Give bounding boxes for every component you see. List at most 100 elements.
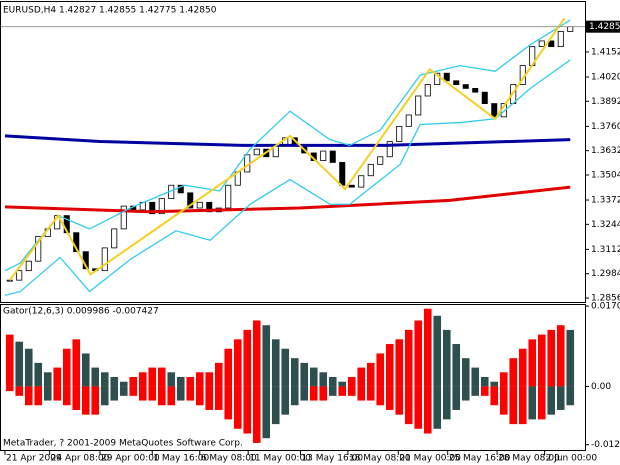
gator-bar [129, 377, 138, 387]
y-tick-label: 1.36320 [591, 146, 620, 156]
gator-bar [518, 386, 527, 425]
gator-bar [129, 386, 138, 396]
gator-bar [385, 386, 394, 410]
gator-bar [62, 386, 71, 406]
gator-bar [195, 372, 204, 387]
candle [415, 95, 422, 116]
price-panel [0, 1, 586, 303]
gator-bar [509, 386, 518, 425]
candle [453, 80, 460, 85]
candle [35, 236, 42, 262]
gator-bar [167, 372, 176, 387]
candle [348, 184, 355, 188]
gator-bar [15, 386, 24, 396]
gator-bar [5, 334, 14, 387]
gator-bar [471, 367, 480, 387]
gator-bar [423, 386, 432, 434]
y-tick-label: 1.37600 [591, 122, 620, 132]
x-tick-label: 21 May 00:00 [399, 454, 461, 464]
gator-bar [423, 308, 432, 387]
gator-bar [499, 386, 508, 415]
gator-bar [43, 386, 52, 401]
y2-tick-label: 0.017047 [591, 302, 620, 312]
gator-bar [499, 372, 508, 387]
candle [16, 270, 23, 281]
gator-bar [233, 339, 242, 387]
gator-bar [100, 372, 109, 387]
indicator-line [4, 19, 571, 272]
gator-bar [357, 386, 366, 401]
gator-bar [214, 362, 223, 387]
candle [25, 260, 32, 272]
candle [177, 184, 184, 194]
gator-bar [271, 386, 280, 425]
gator-bar [395, 386, 404, 415]
gator-bar [528, 339, 537, 387]
gator-bar [452, 386, 461, 410]
gator-bar [490, 386, 499, 406]
indicator-line [8, 17, 566, 281]
gator-bar [148, 386, 157, 401]
gator-bar [110, 386, 119, 401]
gator-bar [24, 348, 33, 387]
gator-bar [176, 377, 185, 387]
candle [443, 72, 450, 82]
x-tick-label: 1 May 16:00 [153, 454, 209, 464]
gator-bar [138, 386, 147, 401]
gator-bar [34, 386, 43, 406]
y-tick-label: 1.28560 [591, 294, 620, 304]
gator-bar [224, 386, 233, 420]
gator-bar [176, 386, 185, 401]
x-tick-label: 21 Apr 2009 [6, 454, 62, 464]
gator-bar [376, 386, 385, 406]
candle [396, 125, 403, 142]
gator-bar [328, 386, 337, 396]
gator-bar [252, 320, 261, 387]
gator-bar [452, 344, 461, 387]
gator-bar [461, 358, 470, 387]
y-tick-label: 1.35040 [591, 170, 620, 180]
candle [187, 192, 194, 209]
gator-bar [338, 386, 347, 396]
candle [424, 84, 431, 97]
gator-bar [528, 386, 537, 420]
gator-bar [404, 329, 413, 387]
gator-bar [138, 372, 147, 387]
gator-bar [110, 377, 119, 387]
gator-bar [347, 377, 356, 387]
gator-bar [214, 386, 223, 410]
gator-bar [262, 325, 271, 387]
gator-bar [157, 367, 166, 387]
indicator-line [4, 134, 571, 147]
gator-bar [262, 386, 271, 439]
candle [377, 156, 384, 165]
gator-bar [471, 386, 480, 396]
gator-bar [509, 358, 518, 387]
gator-bar [34, 362, 43, 387]
gator-bar [547, 386, 556, 415]
gator-bar [442, 386, 451, 420]
candle [196, 201, 203, 209]
candle [405, 114, 412, 127]
gator-bar [433, 386, 442, 429]
x-tick-label: 29 Apr 00:00 [101, 454, 160, 464]
gator-bar [480, 386, 489, 396]
gator-bar [300, 362, 309, 387]
gator-bar [395, 339, 404, 387]
candle [320, 150, 327, 161]
candle [462, 84, 469, 89]
candle [491, 103, 498, 118]
gator-bar [100, 386, 109, 406]
candle [120, 205, 127, 230]
gator-bar [53, 386, 62, 401]
gator-bar [366, 362, 375, 387]
gator-bar [300, 386, 309, 401]
x-tick-label: 25 May 16:00 [449, 454, 511, 464]
chart-title: EURUSD,H4 1.42827 1.42855 1.42775 1.4285… [3, 6, 217, 16]
gator-bar [15, 341, 24, 387]
gator-bar [157, 386, 166, 406]
gator-bar [290, 358, 299, 387]
y-tick-label: 1.33720 [591, 196, 620, 206]
candle [101, 247, 108, 272]
gator-bar [24, 386, 33, 406]
